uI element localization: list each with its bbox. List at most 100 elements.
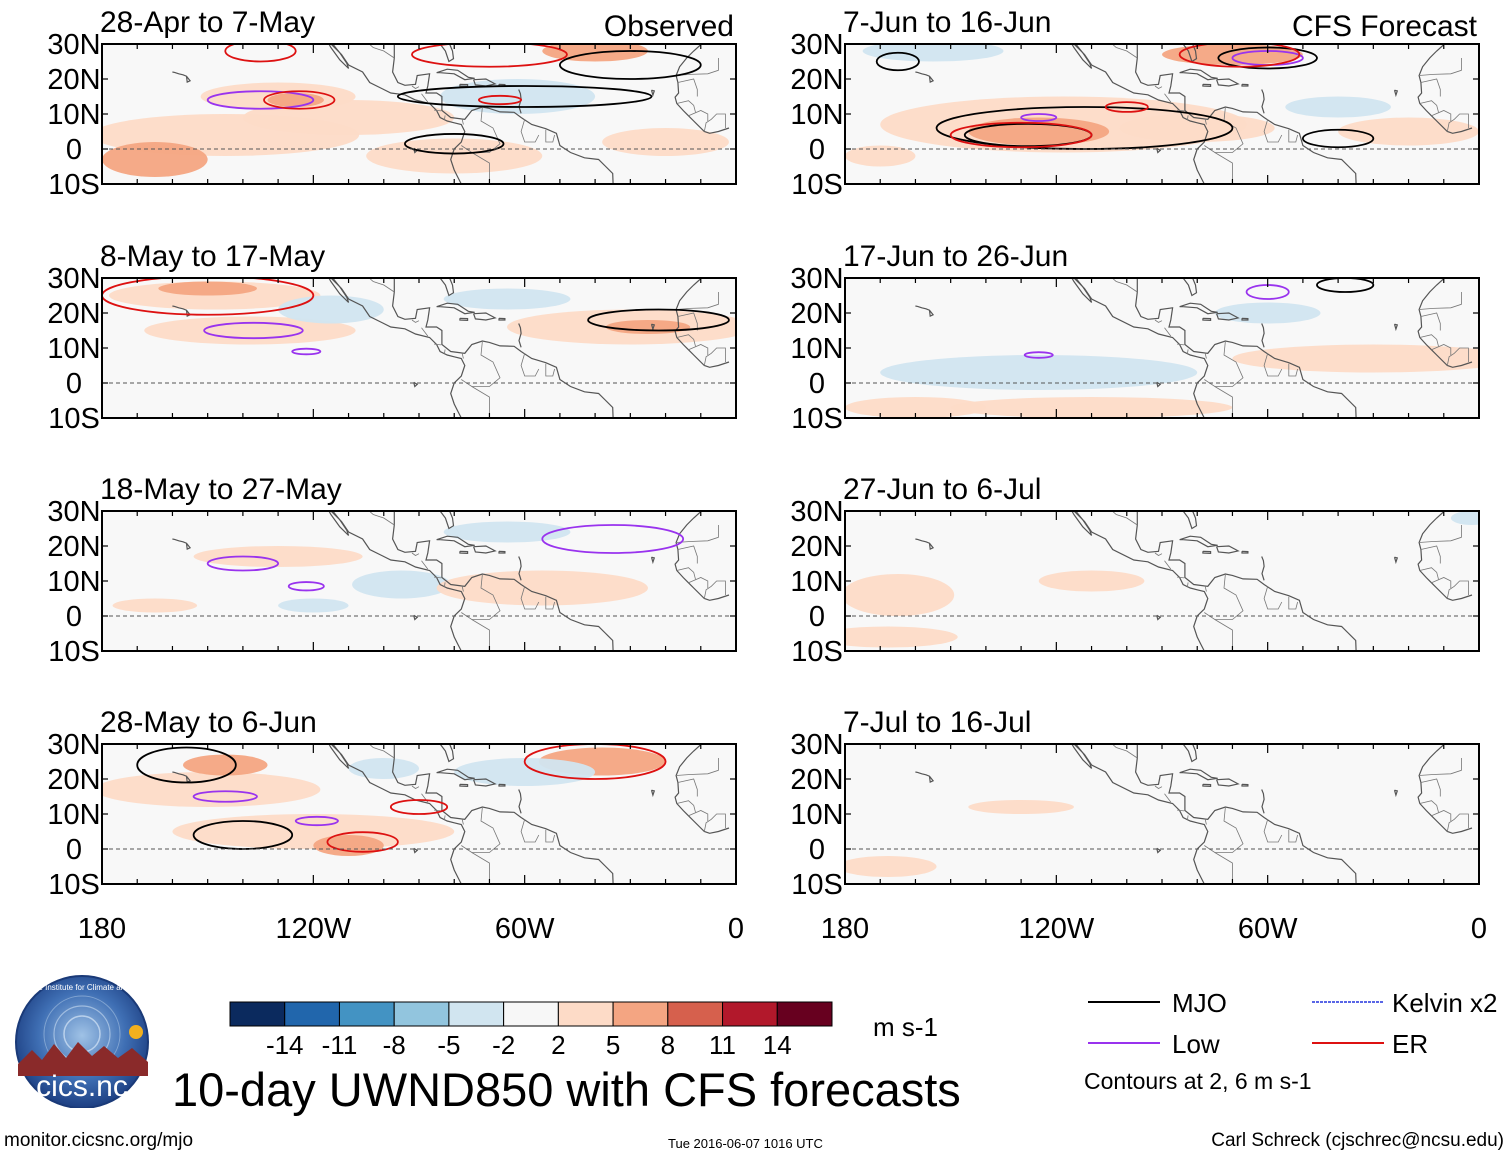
y-tick-label: 10S — [791, 169, 843, 201]
country-border — [1288, 596, 1298, 610]
coastline — [1134, 744, 1357, 884]
y-tick-label: 20N — [47, 764, 100, 796]
panel-date-label: 7-Jun to 16-Jun — [843, 6, 1051, 39]
y-tick-label: 0 — [66, 134, 82, 166]
contour-line — [558, 50, 702, 80]
y-tick-label: 30N — [790, 263, 843, 295]
y-tick-label: 10S — [48, 403, 100, 435]
country-border — [1154, 319, 1163, 323]
country-border — [411, 552, 420, 556]
coastline — [1179, 302, 1218, 315]
coastline — [1156, 614, 1162, 621]
coastline — [498, 317, 506, 321]
coastline — [1179, 768, 1218, 781]
colorbar-swatch — [229, 1001, 286, 1027]
wind-anomaly-patch — [348, 758, 419, 779]
coastline — [650, 789, 656, 798]
wind-anomaly-patch — [1119, 114, 1275, 142]
coastline — [1156, 381, 1162, 388]
map-background — [845, 511, 1479, 651]
country-border — [1214, 619, 1233, 651]
coastline — [1417, 278, 1473, 368]
country-border — [1419, 334, 1439, 347]
coastline — [518, 556, 522, 581]
wind-anomaly-patch — [845, 397, 986, 418]
logo-text: cics.nc — [36, 1070, 128, 1103]
country-border — [703, 347, 726, 366]
country-border — [1420, 78, 1441, 97]
country-border — [421, 327, 429, 337]
colorbar-swatch — [393, 1001, 450, 1027]
map-panel — [844, 743, 1480, 885]
coastline — [1182, 511, 1198, 530]
country-border — [703, 580, 726, 599]
y-tick-label: 10S — [791, 869, 843, 901]
country-border — [1204, 352, 1207, 359]
colorbar-tick-label: -8 — [383, 1030, 406, 1060]
map-panel — [101, 277, 737, 419]
contour-line — [1301, 128, 1375, 149]
country-border — [1263, 819, 1283, 843]
coastline — [413, 614, 419, 621]
footer-url[interactable]: monitor.cicsnc.org/mjo — [4, 1130, 194, 1151]
y-tick-label: 20N — [790, 531, 843, 563]
colorbar-tick-label: -14 — [266, 1030, 304, 1060]
coastline — [328, 511, 350, 536]
country-border — [676, 334, 696, 347]
wind-anomaly-patch — [183, 754, 268, 776]
colorbar-tick-label: 14 — [763, 1030, 792, 1060]
y-tick-label: 10S — [48, 869, 100, 901]
country-border — [1164, 793, 1172, 803]
country-border — [1154, 785, 1163, 789]
coastline — [1134, 278, 1357, 418]
contour-line — [224, 44, 297, 63]
wind-anomaly-patch — [602, 128, 729, 156]
country-border — [461, 352, 464, 359]
country-border — [545, 129, 555, 143]
wind-anomaly-patch — [443, 288, 571, 310]
country-border — [1111, 744, 1138, 759]
country-border — [1288, 129, 1298, 143]
country-border — [1420, 545, 1441, 564]
coastline — [439, 744, 455, 763]
y-tick-label: 10N — [790, 566, 843, 598]
contour-line — [206, 90, 315, 110]
coastline — [1216, 778, 1240, 787]
coastline — [1241, 317, 1249, 321]
country-border — [471, 852, 490, 884]
y-tick-label: 30N — [790, 496, 843, 528]
wind-anomaly-patch — [443, 521, 571, 543]
coastline — [1261, 556, 1265, 581]
contour-line — [523, 744, 667, 780]
country-border — [688, 110, 709, 121]
coastline — [172, 71, 192, 83]
country-border — [368, 44, 395, 59]
panel-date-label: 7-Jul to 16-Jul — [843, 706, 1031, 739]
country-border — [520, 353, 540, 377]
y-tick-label: 0 — [66, 368, 82, 400]
country-border — [1419, 800, 1439, 813]
legend-label-low: Low — [1172, 1029, 1220, 1059]
coastline — [650, 323, 656, 332]
country-border — [1111, 278, 1138, 293]
country-border — [676, 58, 719, 76]
legend-label-er: ER — [1392, 1029, 1429, 1059]
country-border — [545, 829, 555, 843]
country-border — [471, 619, 490, 651]
contour-line — [1020, 113, 1058, 122]
x-tick-label: 120W — [1018, 913, 1094, 945]
contour-line — [541, 524, 685, 554]
country-border — [1177, 809, 1185, 812]
country-border — [368, 744, 395, 759]
coastline — [436, 68, 475, 81]
y-tick-label: 10N — [790, 799, 843, 831]
contour-line — [206, 555, 280, 572]
country-border — [688, 344, 709, 355]
country-border — [1204, 818, 1207, 825]
map-panel — [844, 510, 1480, 652]
coastline — [1071, 744, 1093, 769]
coastline — [1202, 317, 1212, 322]
coastline — [1261, 789, 1265, 814]
map-panel — [101, 43, 737, 185]
country-border — [1420, 778, 1441, 797]
